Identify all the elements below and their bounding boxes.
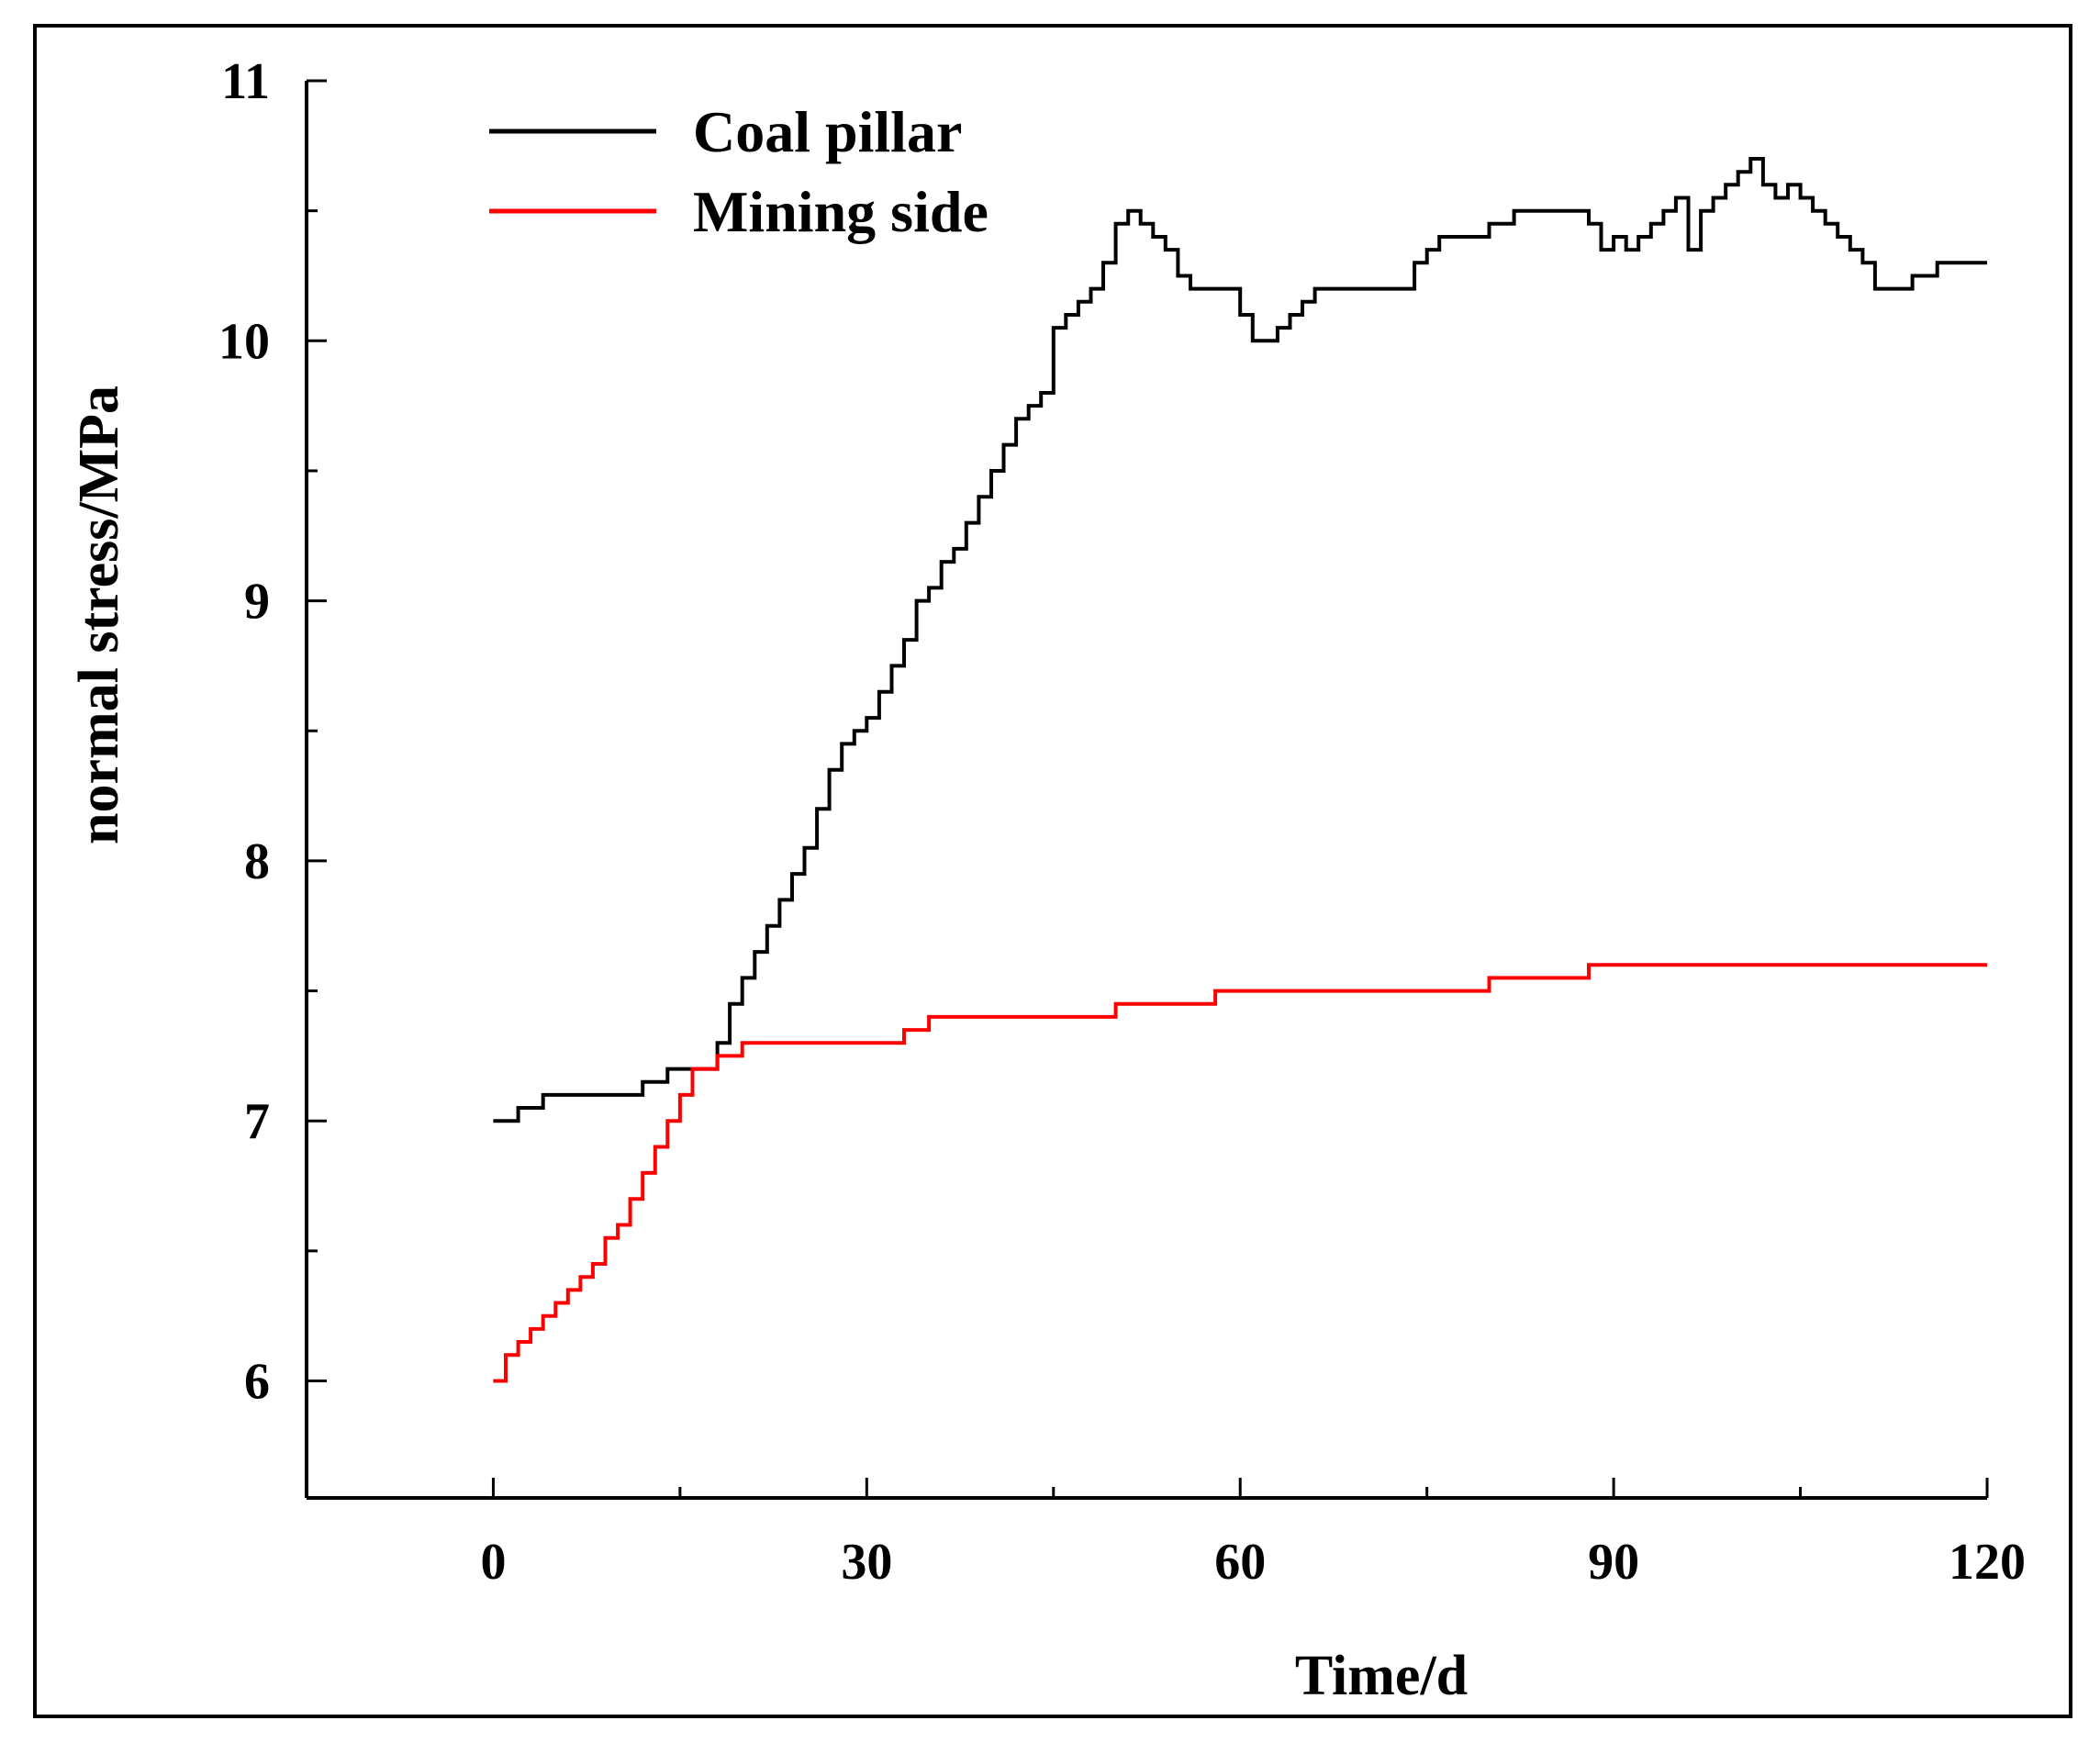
series-line-mining-side — [493, 963, 1987, 1383]
y-tick-label: 11 — [221, 53, 270, 110]
y-tick-label: 10 — [218, 313, 270, 370]
y-tick-label: 9 — [244, 574, 270, 631]
x-tick-label: 0 — [480, 1534, 506, 1591]
figure-border — [33, 24, 2072, 1718]
y-tick-label: 7 — [244, 1093, 270, 1150]
legend: Coal pillar Mining side — [489, 99, 989, 244]
y-tick-label: 6 — [244, 1354, 270, 1411]
x-axis-title: Time/d — [1295, 1645, 1468, 1707]
y-tick-label: 8 — [244, 833, 270, 890]
legend-label: Mining side — [693, 179, 989, 244]
x-tick-label: 30 — [841, 1534, 892, 1591]
series-line-coal-pillar — [493, 157, 1987, 1123]
legend-label: Coal pillar — [693, 99, 962, 164]
axes: 0 30 60 90 120 6 7 8 9 10 11 — [218, 53, 2026, 1591]
y-axis-title: normal stress/MPa — [68, 385, 130, 844]
series-group — [493, 157, 1987, 1383]
x-tick-label: 60 — [1214, 1534, 1266, 1591]
x-tick-label: 90 — [1588, 1534, 1639, 1591]
x-tick-label: 120 — [1949, 1534, 2026, 1591]
